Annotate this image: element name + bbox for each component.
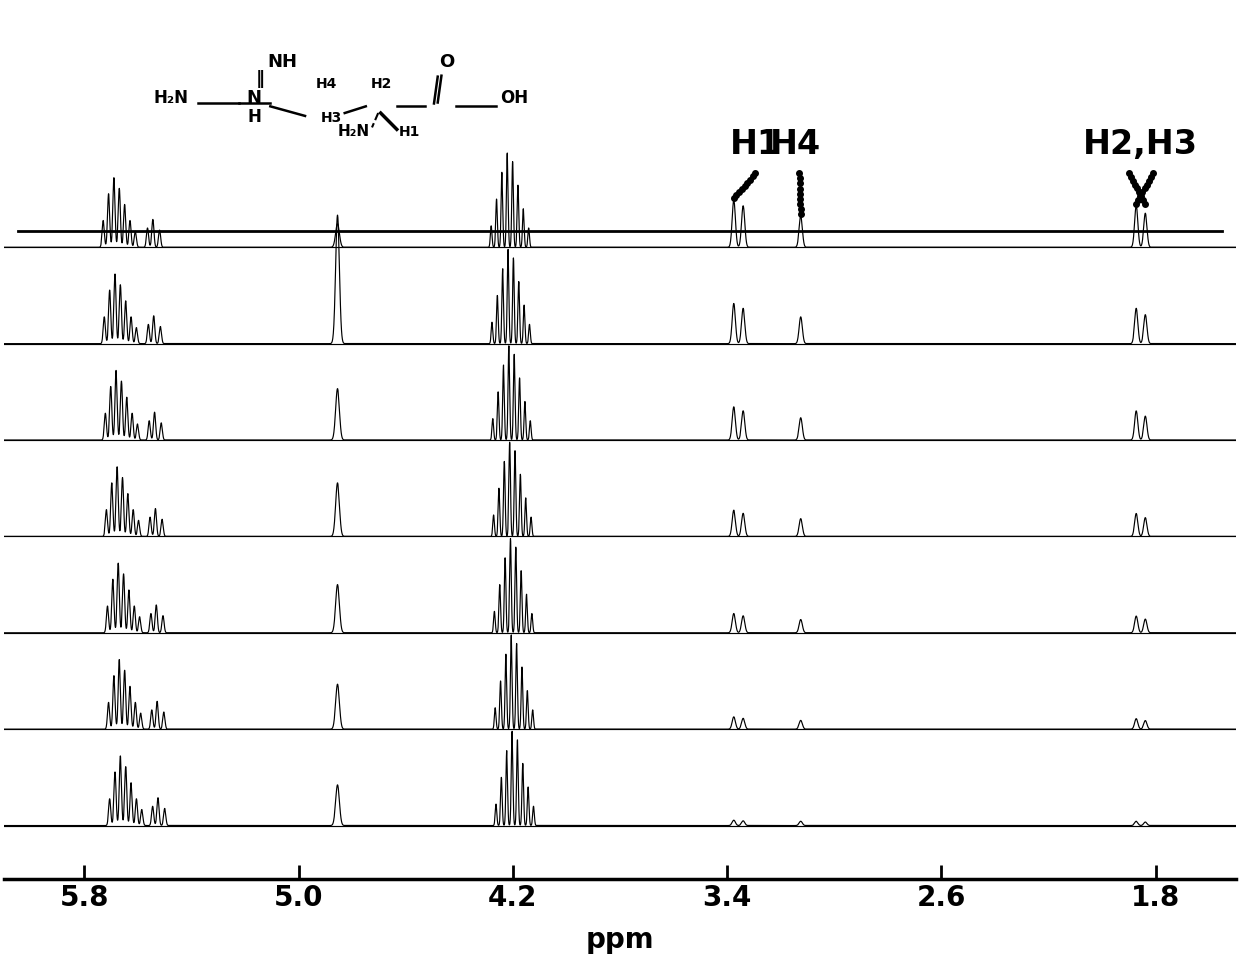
Text: H4: H4 bbox=[315, 78, 337, 91]
Text: NH: NH bbox=[268, 53, 298, 71]
Text: H2: H2 bbox=[371, 78, 393, 91]
X-axis label: ppm: ppm bbox=[585, 925, 655, 954]
Text: H4: H4 bbox=[770, 127, 821, 161]
Text: ‖: ‖ bbox=[255, 70, 265, 88]
Text: OH: OH bbox=[501, 88, 528, 106]
Text: H3: H3 bbox=[320, 111, 342, 125]
Text: H: H bbox=[247, 107, 262, 125]
Text: H₂N: H₂N bbox=[337, 124, 370, 139]
Text: H2,H3: H2,H3 bbox=[1084, 127, 1198, 161]
Text: H1: H1 bbox=[398, 125, 420, 139]
Text: O: O bbox=[439, 53, 454, 71]
Text: H1: H1 bbox=[730, 127, 781, 161]
Text: H₂N: H₂N bbox=[154, 88, 188, 106]
Text: N: N bbox=[247, 88, 262, 106]
